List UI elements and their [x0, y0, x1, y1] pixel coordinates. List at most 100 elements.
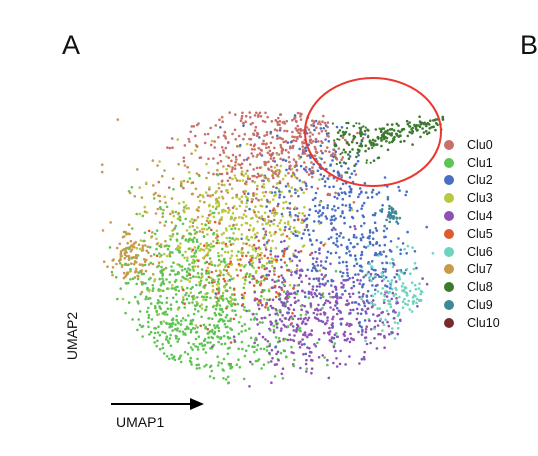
point-clu8 — [399, 140, 403, 143]
point-clu1 — [129, 268, 132, 271]
point-clu3 — [163, 195, 166, 199]
point-clu3 — [179, 180, 183, 183]
point-clu1 — [227, 319, 230, 323]
point-clu3 — [235, 223, 238, 226]
point-clu8 — [341, 151, 344, 154]
point-clu4 — [391, 291, 395, 295]
point-clu0 — [256, 115, 260, 118]
point-clu1 — [191, 298, 195, 301]
point-clu3 — [201, 274, 204, 278]
point-clu7 — [128, 191, 132, 195]
point-clu1 — [237, 250, 240, 253]
point-clu8 — [428, 123, 431, 126]
point-clu0 — [241, 247, 244, 250]
point-clu3 — [231, 177, 234, 181]
point-clu2 — [284, 185, 288, 188]
point-clu8 — [397, 124, 400, 127]
point-clu4 — [294, 249, 297, 252]
point-clu2 — [304, 218, 308, 221]
point-clu5 — [227, 265, 230, 269]
point-clu0 — [235, 179, 239, 182]
point-clu3 — [148, 288, 151, 292]
point-clu1 — [255, 312, 258, 316]
point-clu7 — [217, 186, 221, 190]
point-clu3 — [242, 213, 246, 216]
point-clu1 — [129, 278, 132, 281]
point-clu2 — [341, 197, 345, 201]
point-clu1 — [205, 272, 208, 275]
point-clu3 — [229, 256, 232, 260]
point-clu1 — [190, 255, 193, 258]
point-clu8 — [355, 122, 358, 125]
point-clu0 — [318, 120, 321, 123]
point-clu2 — [315, 289, 318, 292]
point-clu1 — [172, 261, 175, 265]
point-clu2 — [358, 193, 361, 196]
point-clu2 — [312, 229, 315, 233]
point-clu8 — [338, 161, 342, 164]
point-clu1 — [166, 287, 169, 290]
point-clu8 — [350, 140, 354, 144]
point-clu0 — [320, 129, 324, 133]
point-clu1 — [165, 301, 168, 304]
point-clu1 — [334, 332, 338, 335]
point-clu4 — [289, 338, 292, 342]
point-clu1 — [181, 236, 184, 240]
point-clu3 — [282, 207, 285, 210]
point-clu9 — [388, 220, 392, 224]
point-clu8 — [371, 146, 374, 150]
point-clu3 — [263, 211, 267, 215]
point-clu2 — [311, 198, 315, 202]
point-clu6 — [412, 267, 416, 271]
point-clu1 — [200, 272, 204, 276]
point-clu2 — [313, 204, 317, 208]
point-clu1 — [205, 295, 209, 299]
point-clu7 — [164, 239, 167, 243]
point-clu1 — [222, 258, 226, 262]
point-clu1 — [145, 310, 149, 314]
point-clu7 — [151, 262, 155, 266]
point-clu1 — [228, 336, 232, 340]
point-clu1 — [108, 246, 112, 249]
point-clu1 — [212, 232, 215, 236]
point-clu1 — [229, 317, 233, 321]
point-clu2 — [321, 151, 324, 155]
point-clu1 — [234, 313, 238, 317]
point-clu3 — [207, 269, 210, 273]
point-clu2 — [382, 250, 386, 253]
point-clu0 — [287, 151, 290, 154]
legend-swatch — [444, 157, 454, 168]
point-clu3 — [176, 217, 180, 221]
point-clu5 — [229, 243, 233, 246]
point-clu2 — [352, 233, 356, 237]
point-clu6 — [402, 289, 405, 293]
point-clu0 — [296, 111, 300, 115]
point-clu7 — [116, 118, 120, 121]
point-clu1 — [298, 326, 302, 330]
point-clu1 — [212, 211, 216, 215]
point-clu7 — [135, 253, 138, 257]
point-clu3 — [245, 235, 249, 238]
point-clu2 — [315, 239, 319, 242]
point-clu1 — [154, 305, 157, 308]
point-clu8 — [370, 143, 373, 147]
point-clu4 — [310, 293, 313, 296]
point-clu4 — [425, 282, 429, 286]
point-clu4 — [318, 292, 321, 296]
point-clu3 — [202, 298, 205, 301]
point-clu3 — [138, 186, 141, 189]
point-clu1 — [211, 328, 214, 332]
point-clu1 — [138, 323, 142, 327]
point-clu7 — [135, 256, 138, 260]
point-clu8 — [408, 124, 411, 128]
point-clu1 — [207, 336, 210, 339]
point-clu5 — [191, 248, 195, 252]
point-clu2 — [384, 270, 387, 273]
point-clu2 — [336, 171, 340, 174]
point-clu2 — [302, 167, 306, 171]
legend-swatch — [444, 228, 454, 239]
point-clu6 — [384, 318, 387, 322]
point-clu2 — [354, 273, 357, 276]
point-clu1 — [159, 294, 162, 298]
point-clu3 — [145, 181, 148, 185]
